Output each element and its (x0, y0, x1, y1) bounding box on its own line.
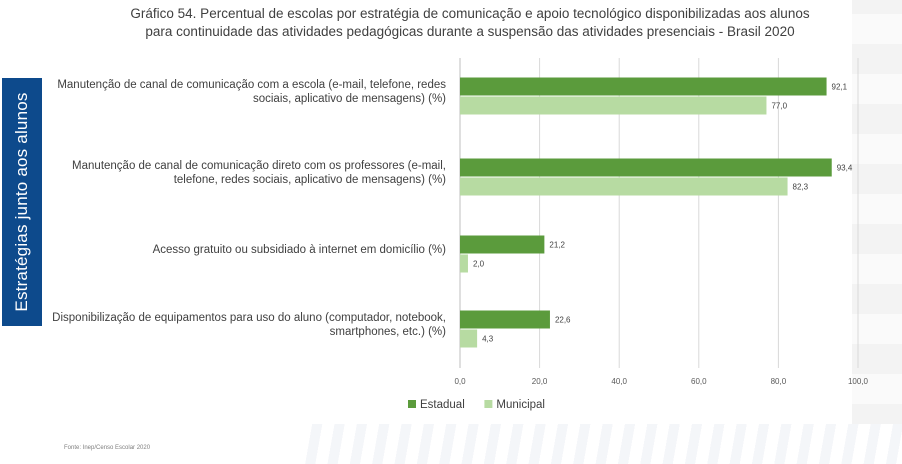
x-tick-label: 20,0 (532, 377, 548, 386)
data-label: 4,3 (482, 335, 494, 344)
category-label-line: sociais, aplicativo de mensagens) (%) (252, 93, 446, 105)
side-tab: Estratégias junto aos alunos (2, 78, 42, 326)
bar-municipal (460, 254, 468, 273)
data-label: 22,6 (555, 316, 571, 325)
bar-municipal (460, 329, 478, 348)
category-label-line: telefone, redes sociais, aplicativo de m… (173, 174, 446, 186)
category-label-line: smartphones, etc.) (%) (329, 326, 446, 338)
bar-estadual (460, 310, 550, 329)
data-label: 2,0 (473, 260, 485, 269)
bar-municipal (460, 177, 788, 196)
category-label: Manutenção de canal de comunicação diret… (46, 159, 446, 187)
legend-swatch-municipal (484, 400, 493, 408)
data-label: 92,1 (832, 83, 848, 92)
bar-estadual (460, 158, 832, 177)
bar-municipal (460, 96, 767, 115)
x-tick-label: 80,0 (771, 377, 787, 386)
legend-swatch-estadual (408, 400, 416, 408)
chart-title: Gráfico 54. Percentual de escolas por es… (90, 5, 850, 41)
chart-title-line-1: Gráfico 54. Percentual de escolas por es… (130, 6, 810, 21)
category-label: Acesso gratuito ou subsidiado à internet… (46, 243, 446, 257)
bar-estadual (460, 77, 827, 96)
x-tick-label: 0,0 (454, 377, 466, 386)
background-decoration-right (852, 0, 902, 464)
data-label: 21,2 (549, 241, 565, 250)
category-label-line: Manutenção de canal de comunicação com a… (57, 79, 446, 91)
category-label: Manutenção de canal de comunicação com a… (46, 78, 446, 106)
background-decoration-bottom (300, 424, 902, 464)
x-tick-label: 40,0 (611, 377, 627, 386)
category-label-line: Manutenção de canal de comunicação diret… (72, 160, 446, 172)
chart-title-line-2: para continuidade das atividades pedagóg… (145, 24, 795, 39)
source-note: Fonte: Inep/Censo Escolar 2020 (64, 445, 151, 451)
data-label: 82,3 (793, 183, 809, 192)
category-label: Disponibilização de equipamentos para us… (46, 311, 446, 339)
category-label-line: Acesso gratuito ou subsidiado à internet… (152, 244, 446, 256)
data-label: 93,4 (837, 164, 853, 173)
legend-label-municipal: Municipal (496, 399, 545, 411)
legend-label-estadual: Estadual (420, 399, 465, 411)
data-label: 77,0 (771, 102, 787, 111)
x-tick-label: 60,0 (691, 377, 707, 386)
x-tick-label: 100,0 (848, 377, 869, 386)
category-label-line: Disponibilização de equipamentos para us… (52, 312, 446, 324)
bar-estadual (460, 235, 545, 254)
